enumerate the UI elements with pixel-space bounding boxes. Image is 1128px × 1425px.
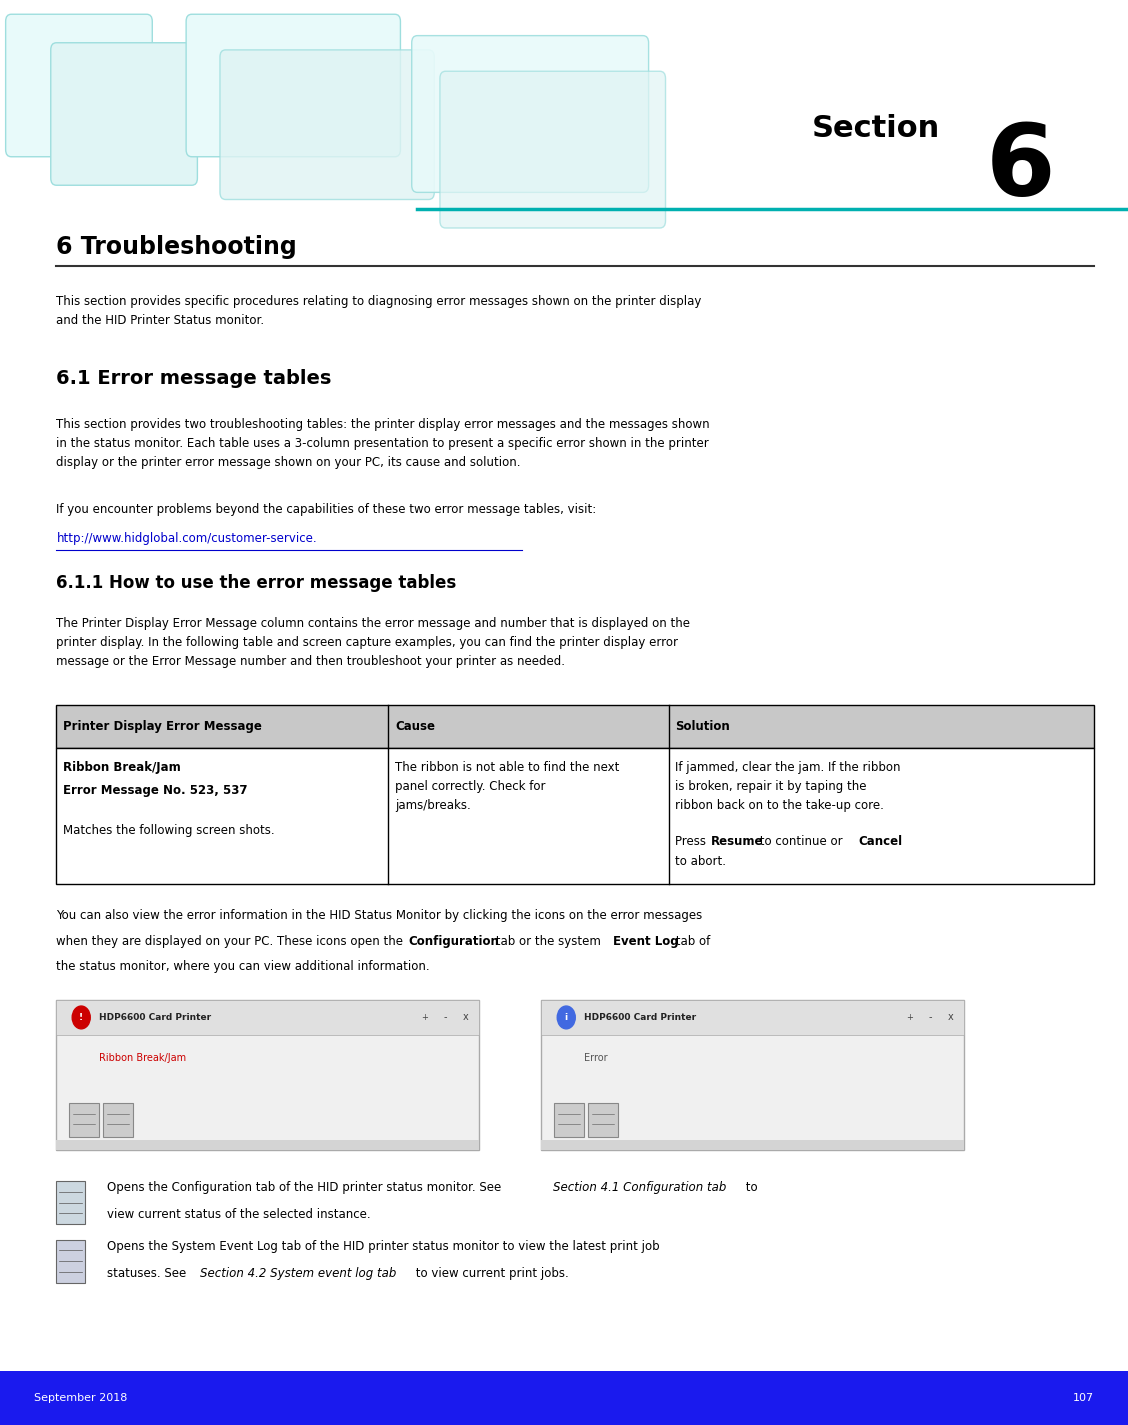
FancyBboxPatch shape <box>51 43 197 185</box>
Text: Section: Section <box>812 114 941 142</box>
Bar <box>56 1000 479 1035</box>
Text: to: to <box>742 1181 758 1194</box>
Bar <box>56 1140 479 1150</box>
Text: x: x <box>948 1012 954 1023</box>
FancyBboxPatch shape <box>103 1103 133 1137</box>
Text: Printer Display Error Message: Printer Display Error Message <box>63 720 262 734</box>
Circle shape <box>557 1006 575 1029</box>
Text: Opens the Configuration tab of the HID printer status monitor. See: Opens the Configuration tab of the HID p… <box>107 1181 505 1194</box>
Bar <box>56 1000 479 1150</box>
Text: The Printer Display Error Message column contains the error message and number t: The Printer Display Error Message column… <box>56 617 690 668</box>
Bar <box>56 748 1094 884</box>
Text: Configuration: Configuration <box>408 935 500 948</box>
Text: Cancel: Cancel <box>858 835 902 848</box>
Text: HDP6600 Card Printer: HDP6600 Card Printer <box>584 1013 696 1022</box>
Text: This section provides specific procedures relating to diagnosing error messages : This section provides specific procedure… <box>56 295 702 326</box>
Text: Section 4.1 Configuration tab: Section 4.1 Configuration tab <box>553 1181 726 1194</box>
Text: This section provides two troubleshooting tables: the printer display error mess: This section provides two troubleshootin… <box>56 418 710 469</box>
Text: tab or the system: tab or the system <box>492 935 605 948</box>
Bar <box>541 1000 964 1150</box>
Text: Opens the System Event Log tab of the HID printer status monitor to view the lat: Opens the System Event Log tab of the HI… <box>107 1240 660 1253</box>
Text: Section 4.2 System event log tab: Section 4.2 System event log tab <box>200 1267 396 1280</box>
Text: You can also view the error information in the HID Status Monitor by clicking th: You can also view the error information … <box>56 909 703 922</box>
Text: If jammed, clear the jam. If the ribbon
is broken, repair it by taping the
ribbo: If jammed, clear the jam. If the ribbon … <box>676 761 901 812</box>
Text: -: - <box>928 1012 933 1023</box>
Text: Press: Press <box>676 835 711 848</box>
Text: 6 Troubleshooting: 6 Troubleshooting <box>56 235 297 259</box>
Text: !: ! <box>79 1013 83 1022</box>
Text: tab of: tab of <box>672 935 711 948</box>
Text: i: i <box>565 1013 567 1022</box>
Text: Error: Error <box>584 1053 608 1063</box>
Bar <box>541 1000 964 1035</box>
FancyBboxPatch shape <box>440 71 666 228</box>
Text: Solution: Solution <box>676 720 730 734</box>
FancyBboxPatch shape <box>69 1103 99 1137</box>
Text: Error Message No. 523, 537: Error Message No. 523, 537 <box>63 784 248 797</box>
Text: when they are displayed on your PC. These icons open the: when they are displayed on your PC. Thes… <box>56 935 407 948</box>
FancyBboxPatch shape <box>186 14 400 157</box>
Text: to view current print jobs.: to view current print jobs. <box>412 1267 569 1280</box>
Bar <box>0 1371 1128 1425</box>
Bar <box>541 1140 964 1150</box>
Text: Resume: Resume <box>711 835 763 848</box>
Text: Ribbon Break/Jam: Ribbon Break/Jam <box>63 761 180 774</box>
Bar <box>56 705 1094 748</box>
Bar <box>56 1181 85 1224</box>
Text: x: x <box>462 1012 469 1023</box>
Text: 107: 107 <box>1073 1392 1094 1404</box>
Bar <box>56 1240 85 1282</box>
Text: +: + <box>421 1013 428 1022</box>
Text: Cause: Cause <box>395 720 435 734</box>
Text: +: + <box>906 1013 913 1022</box>
Text: http://www.hidglobal.com/customer-service.: http://www.hidglobal.com/customer-servic… <box>56 532 317 544</box>
Circle shape <box>72 1006 90 1029</box>
Text: view current status of the selected instance.: view current status of the selected inst… <box>107 1208 371 1221</box>
FancyBboxPatch shape <box>554 1103 584 1137</box>
Text: -: - <box>443 1012 448 1023</box>
Text: The ribbon is not able to find the next
panel correctly. Check for
jams/breaks.: The ribbon is not able to find the next … <box>395 761 619 812</box>
Text: 6.1.1 How to use the error message tables: 6.1.1 How to use the error message table… <box>56 574 457 593</box>
Text: Ribbon Break/Jam: Ribbon Break/Jam <box>99 1053 186 1063</box>
FancyBboxPatch shape <box>412 36 649 192</box>
Text: Event Log: Event Log <box>613 935 678 948</box>
Text: 6: 6 <box>986 120 1056 217</box>
FancyBboxPatch shape <box>220 50 434 200</box>
Text: to continue or: to continue or <box>756 835 846 848</box>
Text: the status monitor, where you can view additional information.: the status monitor, where you can view a… <box>56 960 430 973</box>
FancyBboxPatch shape <box>6 14 152 157</box>
Text: September 2018: September 2018 <box>34 1392 127 1404</box>
Text: statuses. See: statuses. See <box>107 1267 191 1280</box>
Text: HDP6600 Card Printer: HDP6600 Card Printer <box>99 1013 211 1022</box>
FancyBboxPatch shape <box>588 1103 618 1137</box>
Text: 6.1 Error message tables: 6.1 Error message tables <box>56 369 332 388</box>
Text: If you encounter problems beyond the capabilities of these two error message tab: If you encounter problems beyond the cap… <box>56 503 597 516</box>
Text: Matches the following screen shots.: Matches the following screen shots. <box>63 824 275 836</box>
Text: to abort.: to abort. <box>676 855 726 868</box>
